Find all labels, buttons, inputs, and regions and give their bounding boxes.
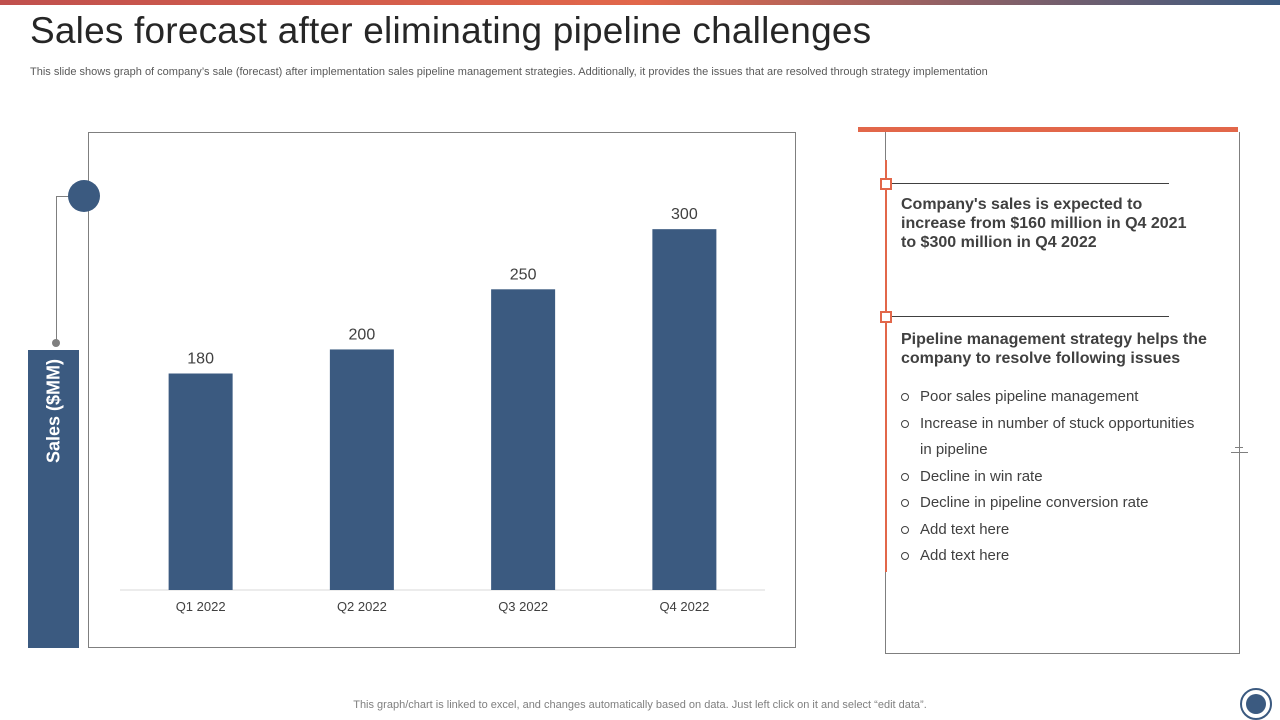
y-axis-label-box	[28, 350, 79, 648]
data-label: 300	[671, 206, 698, 223]
timeline-marker-1	[880, 178, 892, 190]
issue-item: Poor sales pipeline management	[901, 384, 1201, 411]
bar-q2-2022[interactable]	[329, 349, 394, 590]
x-tick-label: Q4 2022	[659, 599, 709, 614]
page-subtitle: This slide shows graph of company’s sale…	[30, 66, 988, 78]
issue-item: Increase in number of stuck opportunitie…	[901, 411, 1201, 464]
issue-item: Add text here	[901, 543, 1201, 570]
bar-q4-2022[interactable]	[652, 229, 717, 590]
issue-item: Decline in win rate	[901, 464, 1201, 491]
data-label: 200	[349, 326, 376, 343]
x-tick-label: Q3 2022	[498, 599, 548, 614]
top-accent-bar	[0, 0, 1280, 5]
panel-timeline-line	[885, 160, 887, 572]
bar-q1-2022[interactable]	[168, 373, 233, 591]
page-title: Sales forecast after eliminating pipelin…	[30, 10, 872, 51]
issue-item: Decline in pipeline conversion rate	[901, 490, 1201, 517]
chart-frame[interactable]	[88, 132, 796, 648]
connector-dot	[52, 339, 60, 347]
bullet-circle-icon	[901, 419, 909, 428]
data-label: 250	[510, 266, 537, 283]
decorative-dash	[1235, 447, 1243, 448]
bullet-circle-icon	[901, 552, 909, 560]
x-tick-label: Q2 2022	[337, 599, 387, 614]
bar-q3-2022[interactable]	[491, 289, 556, 590]
timeline-marker-2	[880, 311, 892, 323]
bullet-circle-icon	[901, 472, 909, 481]
bullet-circle-icon	[901, 525, 909, 534]
issue-item: Add text here	[901, 517, 1201, 544]
logo-inner	[1246, 694, 1266, 714]
divider-line-2	[892, 316, 1169, 317]
logo-icon	[1240, 688, 1272, 720]
decorative-circle	[68, 180, 100, 212]
data-label: 180	[187, 351, 214, 368]
bullet-circle-icon	[901, 499, 909, 507]
strategy-note: Pipeline management strategy helps the c…	[901, 331, 1207, 367]
divider-line-1	[892, 183, 1169, 184]
panel-top-accent	[858, 127, 1238, 132]
decorative-dash	[1231, 452, 1248, 453]
footer-note: This graph/chart is linked to excel, and…	[353, 699, 927, 711]
bullet-circle-icon	[901, 393, 909, 401]
x-tick-label: Q1 2022	[176, 599, 226, 614]
connector-line	[56, 196, 57, 344]
connector-line-horizontal	[56, 196, 70, 197]
sales-expectation-note: Company's sales is expected to increase …	[901, 196, 1187, 251]
issues-list: Poor sales pipeline management Increase …	[901, 384, 1201, 570]
